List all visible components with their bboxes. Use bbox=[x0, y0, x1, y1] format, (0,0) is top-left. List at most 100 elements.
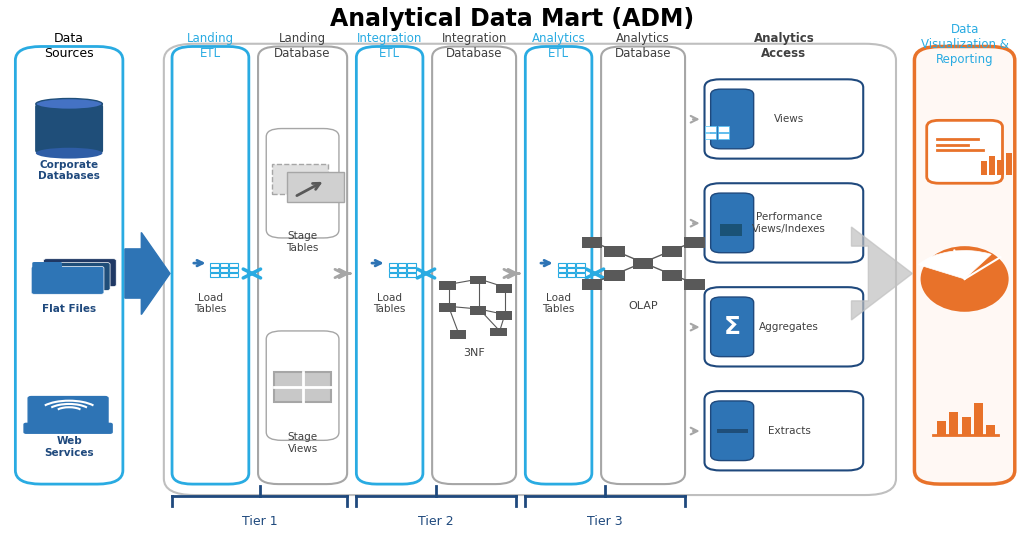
FancyBboxPatch shape bbox=[229, 263, 238, 267]
FancyBboxPatch shape bbox=[408, 263, 416, 267]
FancyBboxPatch shape bbox=[577, 273, 585, 277]
Text: Flat Files: Flat Files bbox=[42, 304, 96, 314]
FancyBboxPatch shape bbox=[388, 263, 397, 267]
FancyBboxPatch shape bbox=[398, 273, 407, 277]
FancyBboxPatch shape bbox=[33, 262, 61, 271]
Text: Aggregates: Aggregates bbox=[759, 322, 819, 332]
FancyBboxPatch shape bbox=[717, 433, 748, 443]
Text: Performance
Views/Indexes: Performance Views/Indexes bbox=[752, 212, 826, 234]
FancyBboxPatch shape bbox=[705, 79, 863, 159]
FancyBboxPatch shape bbox=[949, 412, 958, 435]
FancyBboxPatch shape bbox=[662, 270, 682, 281]
FancyBboxPatch shape bbox=[720, 224, 742, 236]
Text: Stage
Tables: Stage Tables bbox=[287, 231, 318, 253]
FancyBboxPatch shape bbox=[997, 160, 1004, 175]
FancyBboxPatch shape bbox=[496, 284, 512, 293]
FancyBboxPatch shape bbox=[711, 193, 754, 253]
Text: Extracts: Extracts bbox=[768, 426, 810, 436]
FancyBboxPatch shape bbox=[927, 120, 1002, 183]
FancyBboxPatch shape bbox=[582, 279, 602, 290]
FancyBboxPatch shape bbox=[684, 279, 705, 290]
FancyBboxPatch shape bbox=[470, 306, 486, 315]
Text: Data
Sources: Data Sources bbox=[44, 32, 94, 61]
FancyBboxPatch shape bbox=[937, 421, 946, 435]
FancyBboxPatch shape bbox=[229, 268, 238, 272]
FancyBboxPatch shape bbox=[986, 425, 995, 435]
FancyBboxPatch shape bbox=[577, 263, 585, 267]
Wedge shape bbox=[919, 251, 991, 279]
Text: Integration
ETL: Integration ETL bbox=[357, 32, 422, 61]
FancyBboxPatch shape bbox=[717, 429, 748, 439]
FancyBboxPatch shape bbox=[718, 126, 729, 132]
FancyBboxPatch shape bbox=[37, 263, 111, 290]
FancyBboxPatch shape bbox=[398, 268, 407, 272]
FancyBboxPatch shape bbox=[439, 281, 456, 290]
FancyBboxPatch shape bbox=[711, 297, 754, 357]
Text: Σ: Σ bbox=[724, 315, 740, 339]
Polygon shape bbox=[852, 227, 912, 320]
Text: Stage
Views: Stage Views bbox=[288, 432, 317, 454]
FancyBboxPatch shape bbox=[164, 44, 896, 495]
Text: Views: Views bbox=[774, 114, 804, 124]
FancyBboxPatch shape bbox=[15, 46, 123, 484]
FancyBboxPatch shape bbox=[989, 156, 995, 175]
FancyBboxPatch shape bbox=[25, 423, 113, 433]
FancyBboxPatch shape bbox=[604, 270, 625, 281]
Ellipse shape bbox=[921, 246, 1009, 312]
Ellipse shape bbox=[36, 98, 102, 109]
FancyBboxPatch shape bbox=[715, 229, 737, 241]
FancyBboxPatch shape bbox=[220, 268, 228, 272]
FancyBboxPatch shape bbox=[705, 126, 716, 132]
FancyBboxPatch shape bbox=[974, 403, 983, 435]
Text: Corporate
Databases: Corporate Databases bbox=[38, 160, 100, 182]
FancyBboxPatch shape bbox=[525, 46, 592, 484]
FancyBboxPatch shape bbox=[211, 273, 219, 277]
Text: Landing
ETL: Landing ETL bbox=[186, 32, 234, 61]
FancyBboxPatch shape bbox=[633, 258, 653, 269]
FancyBboxPatch shape bbox=[439, 303, 456, 312]
FancyBboxPatch shape bbox=[220, 273, 228, 277]
FancyBboxPatch shape bbox=[36, 104, 102, 153]
Text: 3NF: 3NF bbox=[463, 348, 485, 358]
FancyBboxPatch shape bbox=[32, 266, 104, 294]
FancyBboxPatch shape bbox=[914, 46, 1015, 484]
Text: Integration
Database: Integration Database bbox=[441, 32, 507, 61]
FancyBboxPatch shape bbox=[718, 133, 729, 139]
FancyBboxPatch shape bbox=[577, 268, 585, 272]
Text: Analytics
Database: Analytics Database bbox=[614, 32, 672, 61]
FancyBboxPatch shape bbox=[557, 273, 566, 277]
FancyBboxPatch shape bbox=[601, 46, 685, 484]
FancyBboxPatch shape bbox=[229, 273, 238, 277]
FancyBboxPatch shape bbox=[705, 287, 863, 366]
Text: Analytics
ETL: Analytics ETL bbox=[531, 32, 586, 61]
Text: Landing
Database: Landing Database bbox=[274, 32, 331, 61]
FancyBboxPatch shape bbox=[266, 129, 339, 238]
FancyBboxPatch shape bbox=[1006, 153, 1012, 175]
Polygon shape bbox=[125, 232, 170, 315]
FancyBboxPatch shape bbox=[287, 172, 343, 202]
FancyBboxPatch shape bbox=[211, 268, 219, 272]
Text: Analytics
Access: Analytics Access bbox=[754, 32, 814, 61]
Text: Tier 2: Tier 2 bbox=[419, 515, 454, 528]
FancyBboxPatch shape bbox=[432, 46, 516, 484]
FancyBboxPatch shape bbox=[470, 276, 486, 284]
FancyBboxPatch shape bbox=[567, 273, 575, 277]
FancyBboxPatch shape bbox=[711, 401, 754, 461]
FancyBboxPatch shape bbox=[274, 372, 331, 402]
FancyBboxPatch shape bbox=[172, 46, 249, 484]
FancyBboxPatch shape bbox=[258, 46, 347, 484]
FancyBboxPatch shape bbox=[408, 273, 416, 277]
FancyBboxPatch shape bbox=[271, 164, 328, 194]
FancyBboxPatch shape bbox=[582, 237, 602, 248]
FancyBboxPatch shape bbox=[981, 161, 987, 175]
FancyBboxPatch shape bbox=[398, 263, 407, 267]
FancyBboxPatch shape bbox=[450, 330, 466, 339]
FancyBboxPatch shape bbox=[220, 263, 228, 267]
FancyBboxPatch shape bbox=[388, 268, 397, 272]
FancyBboxPatch shape bbox=[43, 259, 117, 287]
FancyBboxPatch shape bbox=[266, 331, 339, 440]
FancyBboxPatch shape bbox=[662, 246, 682, 257]
FancyBboxPatch shape bbox=[496, 311, 512, 320]
FancyBboxPatch shape bbox=[490, 328, 507, 336]
Text: Load
Tables: Load Tables bbox=[543, 293, 574, 315]
